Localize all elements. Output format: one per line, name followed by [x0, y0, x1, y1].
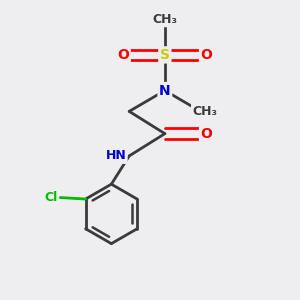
Text: Cl: Cl [44, 191, 57, 204]
Text: HN: HN [106, 149, 126, 162]
Text: O: O [117, 48, 129, 62]
Text: S: S [160, 48, 170, 62]
Text: N: N [159, 84, 171, 98]
Text: CH₃: CH₃ [193, 105, 217, 118]
Text: O: O [200, 127, 212, 141]
Text: O: O [200, 48, 212, 62]
Text: CH₃: CH₃ [152, 13, 177, 26]
